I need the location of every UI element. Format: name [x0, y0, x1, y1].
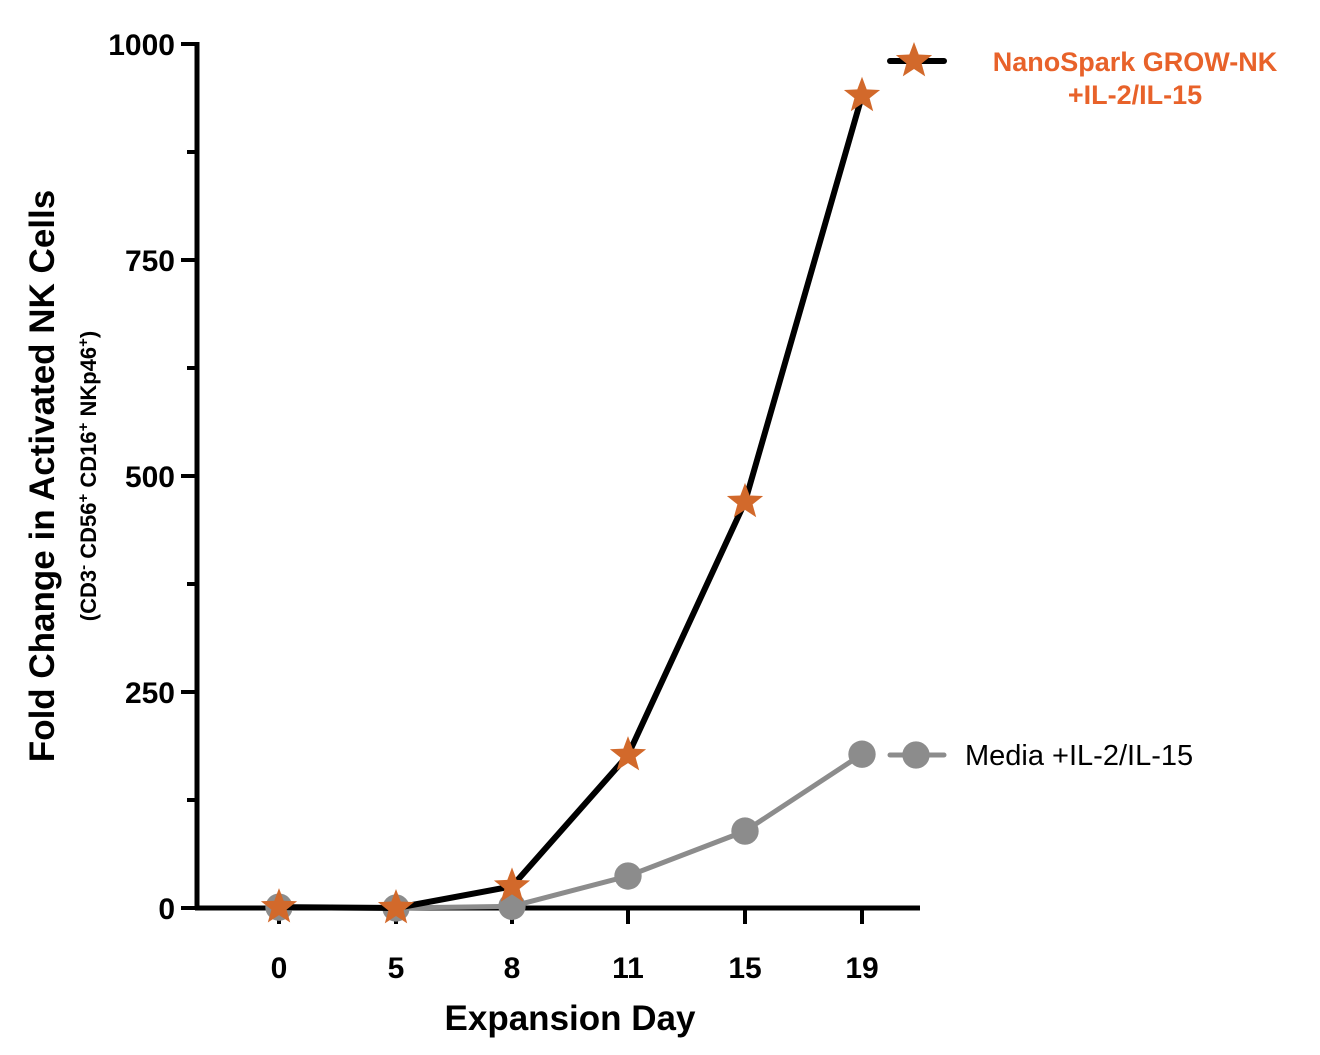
series-media — [265, 740, 876, 922]
series-layer — [260, 76, 881, 924]
x-tick-label: 5 — [388, 952, 405, 985]
x-tick-label: 19 — [845, 952, 878, 985]
series-nanospark — [260, 76, 881, 924]
legend-label: NanoSpark GROW-NK — [993, 47, 1278, 77]
series-line — [276, 751, 865, 911]
y-tick-label: 750 — [125, 245, 175, 278]
legend-item-media: Media +IL-2/IL-15 — [887, 740, 1193, 772]
y-axis-subtitle: (CD3- CD56+ CD16+ NKp46+) — [75, 331, 102, 621]
y-axis-title: Fold Change in Activated NK Cells — [23, 190, 62, 762]
legend-label: Media +IL-2/IL-15 — [965, 740, 1193, 772]
y-tick-label: 1000 — [108, 29, 175, 62]
x-tick-label: 0 — [271, 952, 288, 985]
star-marker — [609, 736, 647, 771]
star-marker — [493, 867, 531, 902]
star-marker — [260, 888, 298, 923]
circle-marker — [731, 817, 759, 845]
star-marker — [895, 42, 933, 77]
star-marker — [377, 889, 415, 924]
circle-marker — [614, 862, 642, 890]
legend-item-nanospark: NanoSpark GROW-NK+IL-2/IL-15 — [887, 42, 1278, 110]
star-marker — [726, 482, 764, 518]
circle-marker — [902, 741, 930, 769]
series-line — [276, 92, 865, 911]
circle-marker — [848, 740, 876, 768]
x-tick-label: 11 — [612, 952, 644, 985]
legend-label: +IL-2/IL-15 — [1068, 80, 1202, 110]
legend: NanoSpark GROW-NK+IL-2/IL-15 Media +IL-2/… — [887, 42, 1278, 772]
y-tick-label: 500 — [125, 461, 175, 494]
circle-marker — [498, 892, 526, 920]
x-axis-title: Expansion Day — [445, 999, 696, 1038]
axes: 0 250 500 750 1000 0 5 8 11 15 19 — [108, 29, 920, 985]
x-tick-label: 8 — [504, 952, 521, 985]
star-marker — [843, 76, 881, 112]
x-tick-label: 15 — [728, 952, 761, 985]
y-tick-label: 250 — [125, 677, 175, 710]
y-tick-label: 0 — [158, 893, 175, 926]
